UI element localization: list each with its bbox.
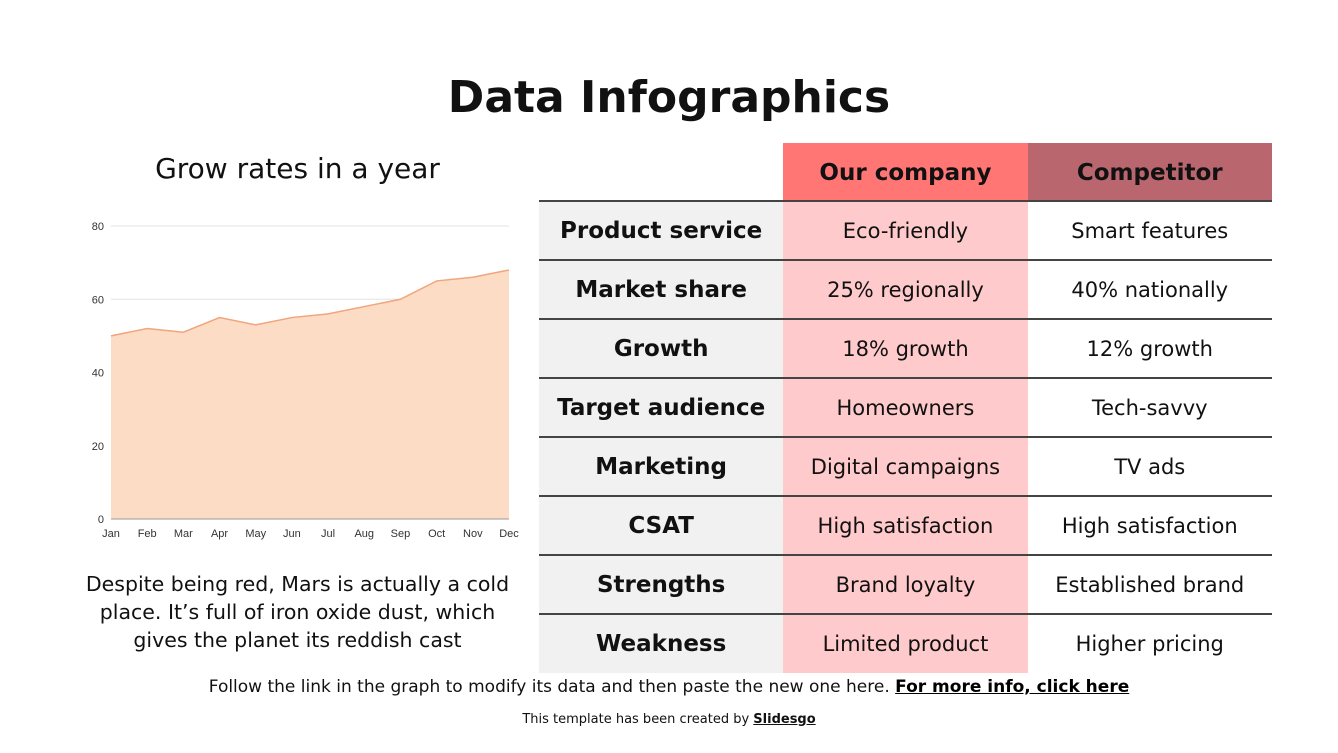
table-row: Marketing Digital campaigns TV ads	[539, 438, 1272, 496]
header-competitor: Competitor	[1027, 143, 1272, 202]
row-label: Strengths	[539, 556, 784, 614]
table-row: Strengths Brand loyalty Established brand	[539, 556, 1272, 614]
x-tick-label: Dec	[499, 528, 519, 540]
x-tick-label: Oct	[428, 528, 445, 540]
competitor-cell: Established brand	[1027, 556, 1272, 614]
table-row: Market share 25% regionally 40% nationally	[539, 261, 1272, 319]
comparison-table: Our company Competitor Product service Ec…	[539, 143, 1272, 673]
competitor-cell: 12% growth	[1027, 320, 1272, 378]
row-divider	[539, 613, 1272, 615]
footer-note: Follow the link in the graph to modify i…	[0, 677, 1338, 697]
our-company-cell: Brand loyalty	[783, 556, 1028, 614]
our-company-cell: Digital campaigns	[783, 438, 1028, 496]
table-row: Product service Eco-friendly Smart feature…	[539, 202, 1272, 260]
credit-text: This template has been created by	[522, 712, 750, 727]
x-tick-label: Jun	[283, 528, 301, 540]
row-label: Target audience	[539, 379, 784, 437]
table-row: Growth 18% growth 12% growth	[539, 320, 1272, 378]
y-tick-label: 0	[98, 514, 104, 526]
chart-title: Grow rates in a year	[155, 152, 440, 185]
description-text: Despite being red, Mars is actually a co…	[85, 572, 510, 652]
row-divider	[539, 495, 1272, 497]
row-divider	[539, 318, 1272, 320]
row-divider	[539, 436, 1272, 438]
our-company-cell: 18% growth	[783, 320, 1028, 378]
competitor-cell: Smart features	[1027, 202, 1272, 260]
x-tick-label: May	[245, 528, 266, 540]
row-label: CSAT	[539, 497, 784, 555]
row-label: Product service	[539, 202, 784, 260]
area-chart: 0 20 40 60 80 Jan Feb Mar Apr May Jun Jul Aug Sep Oct N…	[92, 221, 520, 540]
our-company-cell: Homeowners	[783, 379, 1028, 437]
footer-text: Follow the link in the graph to modify i…	[208, 677, 890, 697]
row-label: Weakness	[539, 615, 784, 673]
x-tick-label: Aug	[354, 528, 374, 540]
y-tick-label: 40	[92, 368, 104, 380]
x-tick-label: Nov	[463, 528, 483, 540]
y-tick-label: 20	[92, 441, 104, 453]
our-company-cell: High satisfaction	[783, 497, 1028, 555]
table-row: CSAT High satisfaction High satisfaction	[539, 497, 1272, 555]
row-divider	[539, 259, 1272, 261]
our-company-cell: 25% regionally	[783, 261, 1028, 319]
slidesgo-link[interactable]: Slidesgo	[753, 712, 816, 727]
x-tick-label: Mar	[174, 528, 193, 540]
x-tick-label: Feb	[138, 528, 157, 540]
row-divider	[539, 377, 1272, 379]
area-fill	[111, 269, 509, 519]
y-tick-label: 80	[92, 221, 104, 233]
competitor-cell: Tech-savvy	[1027, 379, 1272, 437]
more-info-link[interactable]: For more info, click here	[895, 677, 1130, 697]
table-header-row: Our company Competitor	[539, 143, 1272, 202]
row-label: Growth	[539, 320, 784, 378]
our-company-cell: Eco-friendly	[783, 202, 1028, 260]
row-label: Marketing	[539, 438, 784, 496]
header-blank	[539, 143, 784, 202]
x-tick-label: Jul	[321, 528, 335, 540]
row-divider	[539, 200, 1272, 202]
competitor-cell: TV ads	[1027, 438, 1272, 496]
table-row: Weakness Limited product Higher pricing	[539, 615, 1272, 673]
competitor-cell: High satisfaction	[1027, 497, 1272, 555]
row-divider	[539, 554, 1272, 556]
x-tick-label: Sep	[391, 528, 411, 540]
table-row: Target audience Homeowners Tech-savvy	[539, 379, 1272, 437]
x-tick-label: Apr	[211, 528, 228, 540]
competitor-cell: Higher pricing	[1027, 615, 1272, 673]
page-title: Data Infographics	[447, 72, 891, 123]
credit: This template has been created by Slides…	[0, 712, 1338, 727]
our-company-cell: Limited product	[783, 615, 1028, 673]
x-tick-label: Jan	[102, 528, 120, 540]
series-line	[110, 269, 510, 337]
y-tick-label: 60	[92, 294, 104, 306]
competitor-cell: 40% nationally	[1027, 261, 1272, 319]
header-our-company: Our company	[783, 143, 1028, 202]
row-label: Market share	[539, 261, 784, 319]
